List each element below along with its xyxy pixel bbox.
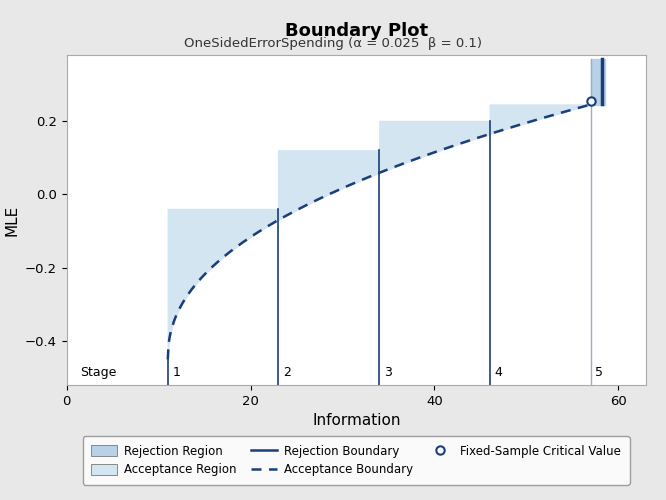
Text: OneSidedErrorSpending (α = 0.025  β = 0.1): OneSidedErrorSpending (α = 0.025 β = 0.1…: [184, 38, 482, 51]
Text: Stage: Stage: [81, 366, 117, 378]
Text: 4: 4: [494, 366, 502, 378]
Text: 1: 1: [172, 366, 180, 378]
X-axis label: Information: Information: [312, 414, 400, 428]
Text: 2: 2: [283, 366, 290, 378]
Text: 3: 3: [384, 366, 392, 378]
Y-axis label: MLE: MLE: [4, 204, 19, 236]
Title: Boundary Plot: Boundary Plot: [285, 22, 428, 40]
Text: 5: 5: [595, 366, 603, 378]
Legend: Rejection Region, Acceptance Region, Rejection Boundary, Acceptance Boundary, Fi: Rejection Region, Acceptance Region, Rej…: [83, 436, 629, 484]
